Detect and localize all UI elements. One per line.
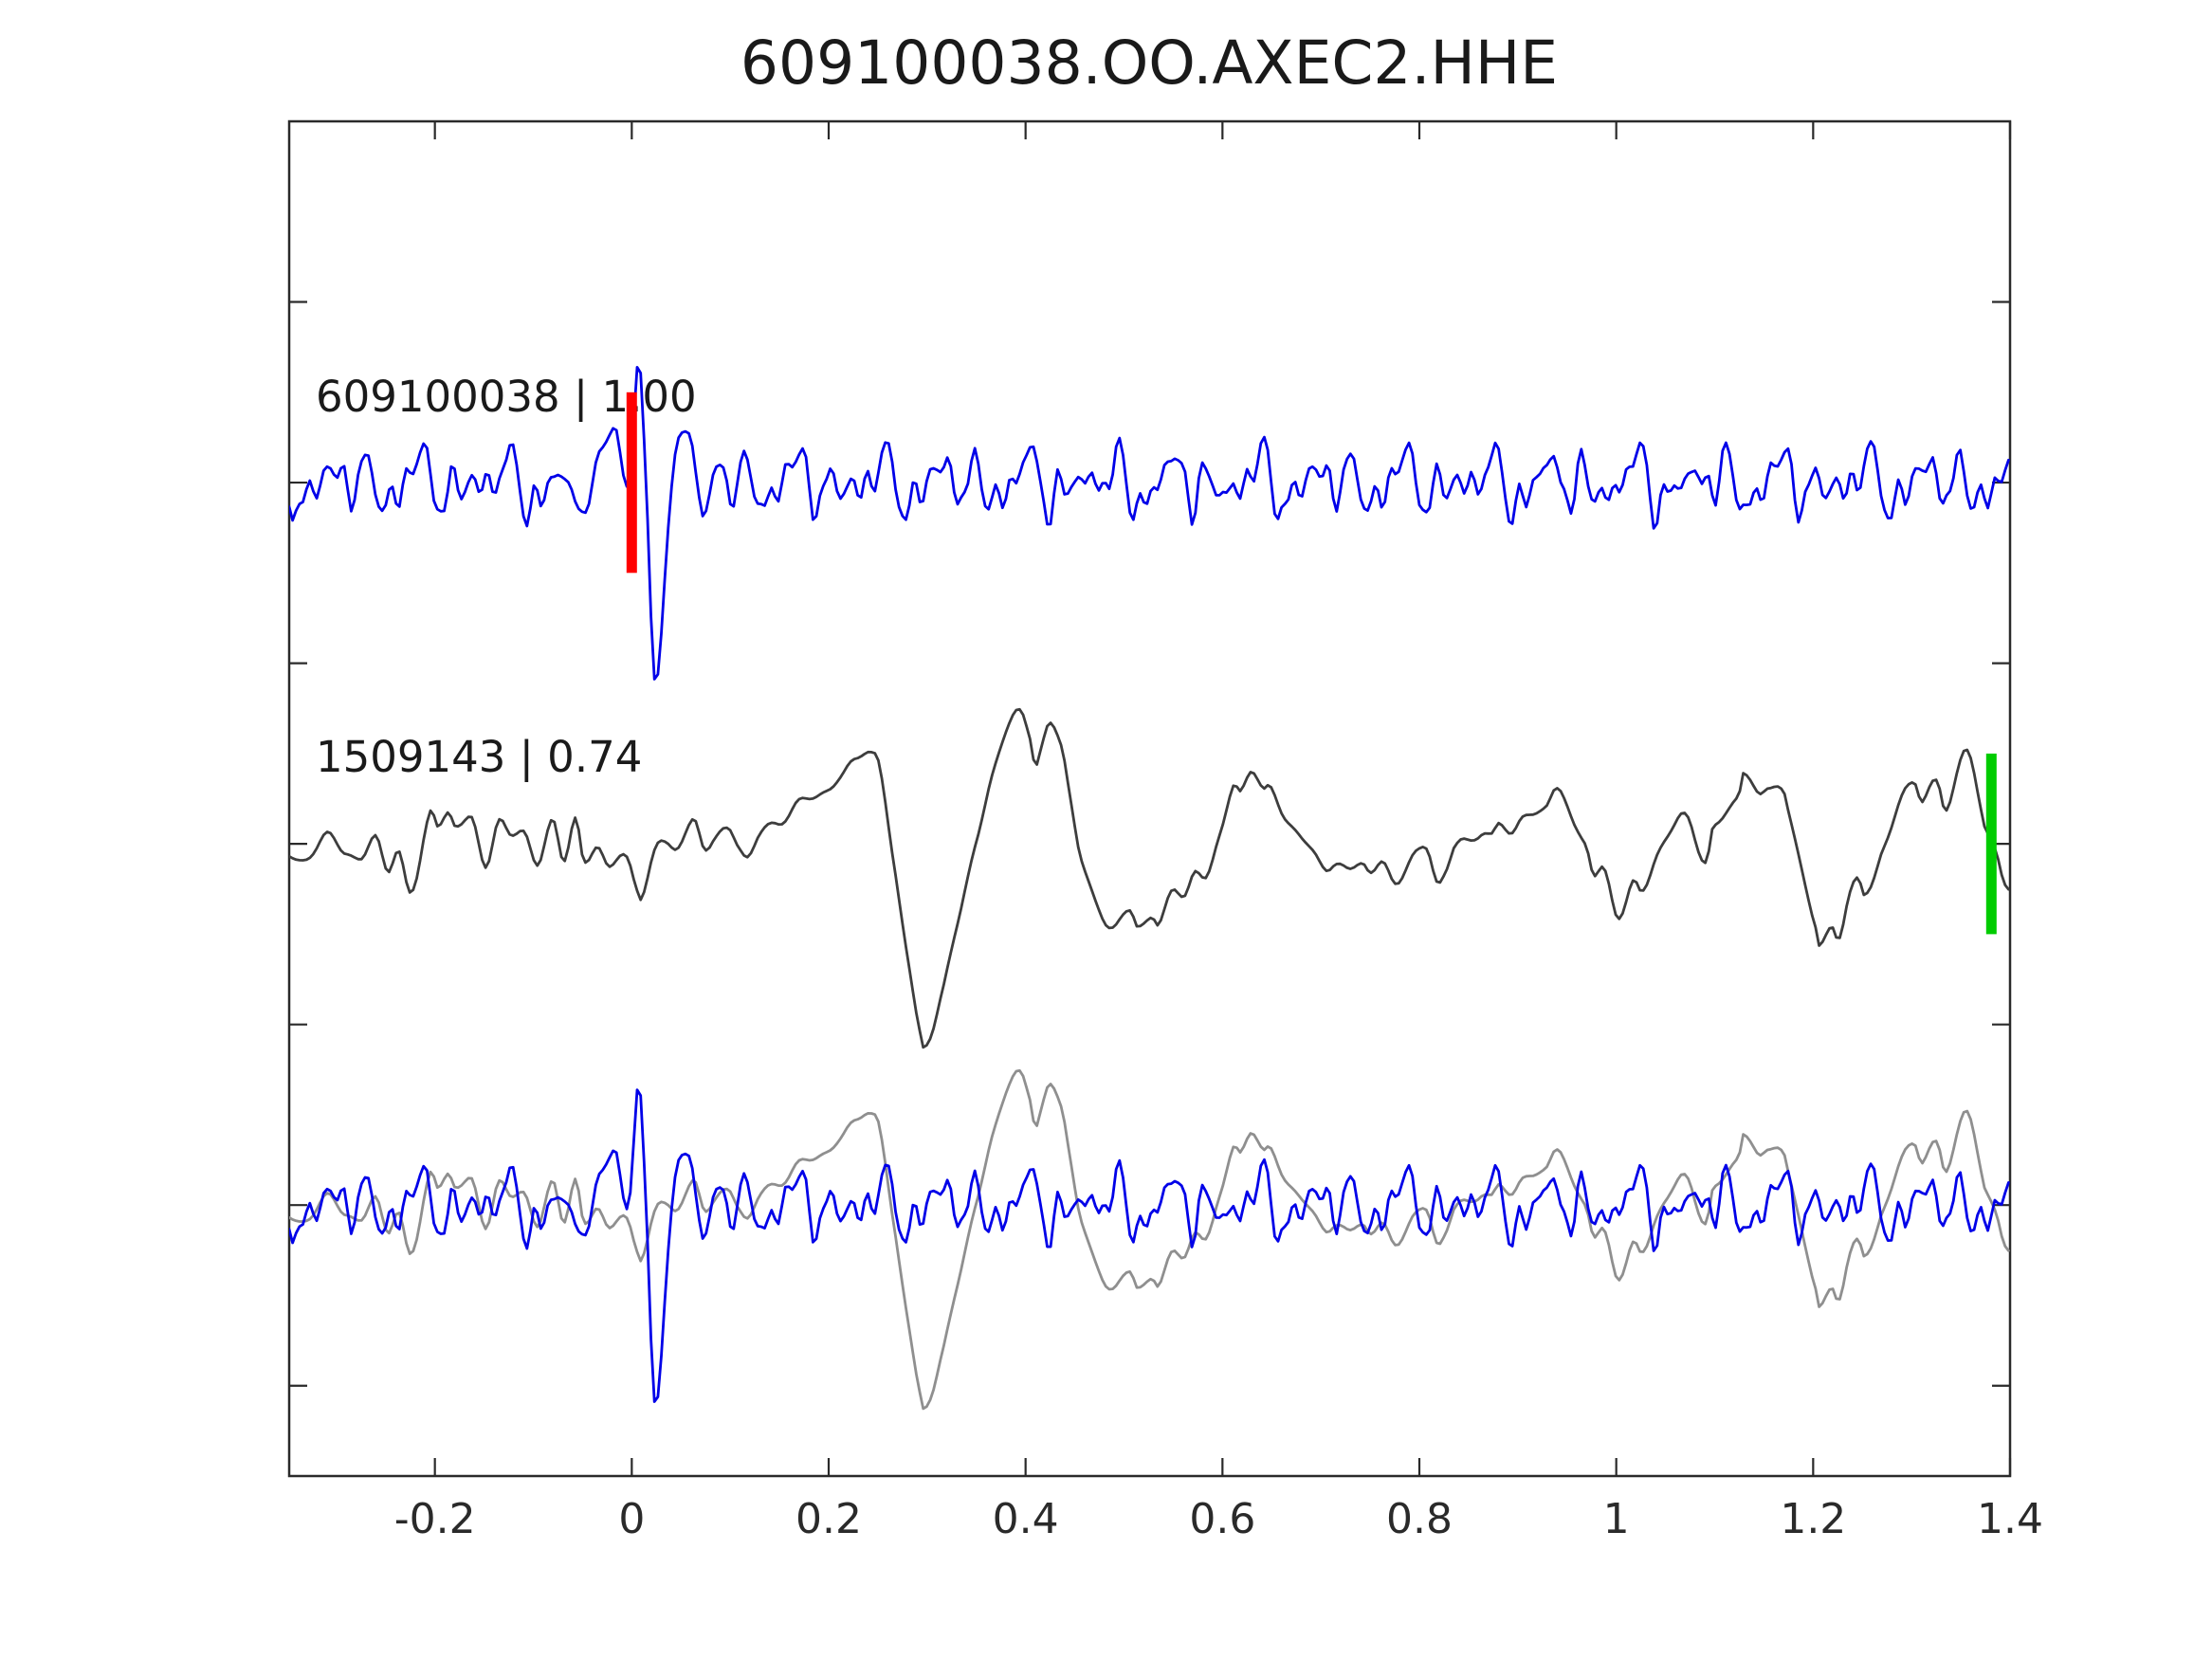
x-tick-label: 1.4: [1977, 1495, 2043, 1543]
x-axis-ticks: [433, 121, 2012, 1476]
x-tick-label: 0.8: [1386, 1495, 1453, 1543]
plot-axes: -0.2 0 0.2 0.4 0.6 0.8 1 1.2 1.4: [287, 119, 2043, 1543]
template-waveform: [289, 366, 2010, 681]
template-pick-marker: [626, 392, 637, 574]
overlay-detection-waveform: [289, 1068, 2010, 1411]
template-trace-label: 609100038 | 1.00: [316, 372, 697, 422]
waveform-traces: [289, 366, 2010, 1411]
pick-markers: [626, 392, 1997, 935]
overlay-template-waveform: [289, 1088, 2010, 1403]
x-tick-label: 0.2: [795, 1495, 862, 1543]
plot-border: [287, 119, 2012, 1478]
trace-labels: 609100038 | 1.00 1509143 | 0.74: [316, 372, 697, 782]
x-tick-label: -0.2: [394, 1495, 476, 1543]
detection-waveform: [289, 707, 2010, 1049]
x-axis-tick-labels: -0.2 0 0.2 0.4 0.6 0.8 1 1.2 1.4: [394, 1495, 2043, 1543]
detection-trace-label: 1509143 | 0.74: [316, 732, 642, 782]
x-tick-label: 0: [618, 1495, 645, 1543]
x-tick-label: 1.2: [1780, 1495, 1846, 1543]
detection-pick-marker: [1985, 753, 1997, 935]
x-tick-label: 1: [1603, 1495, 1630, 1543]
figure-title: 609100038.OO.AXEC2.HHE: [740, 28, 1558, 98]
x-tick-label: 0.4: [993, 1495, 1059, 1543]
x-tick-label: 0.6: [1189, 1495, 1255, 1543]
